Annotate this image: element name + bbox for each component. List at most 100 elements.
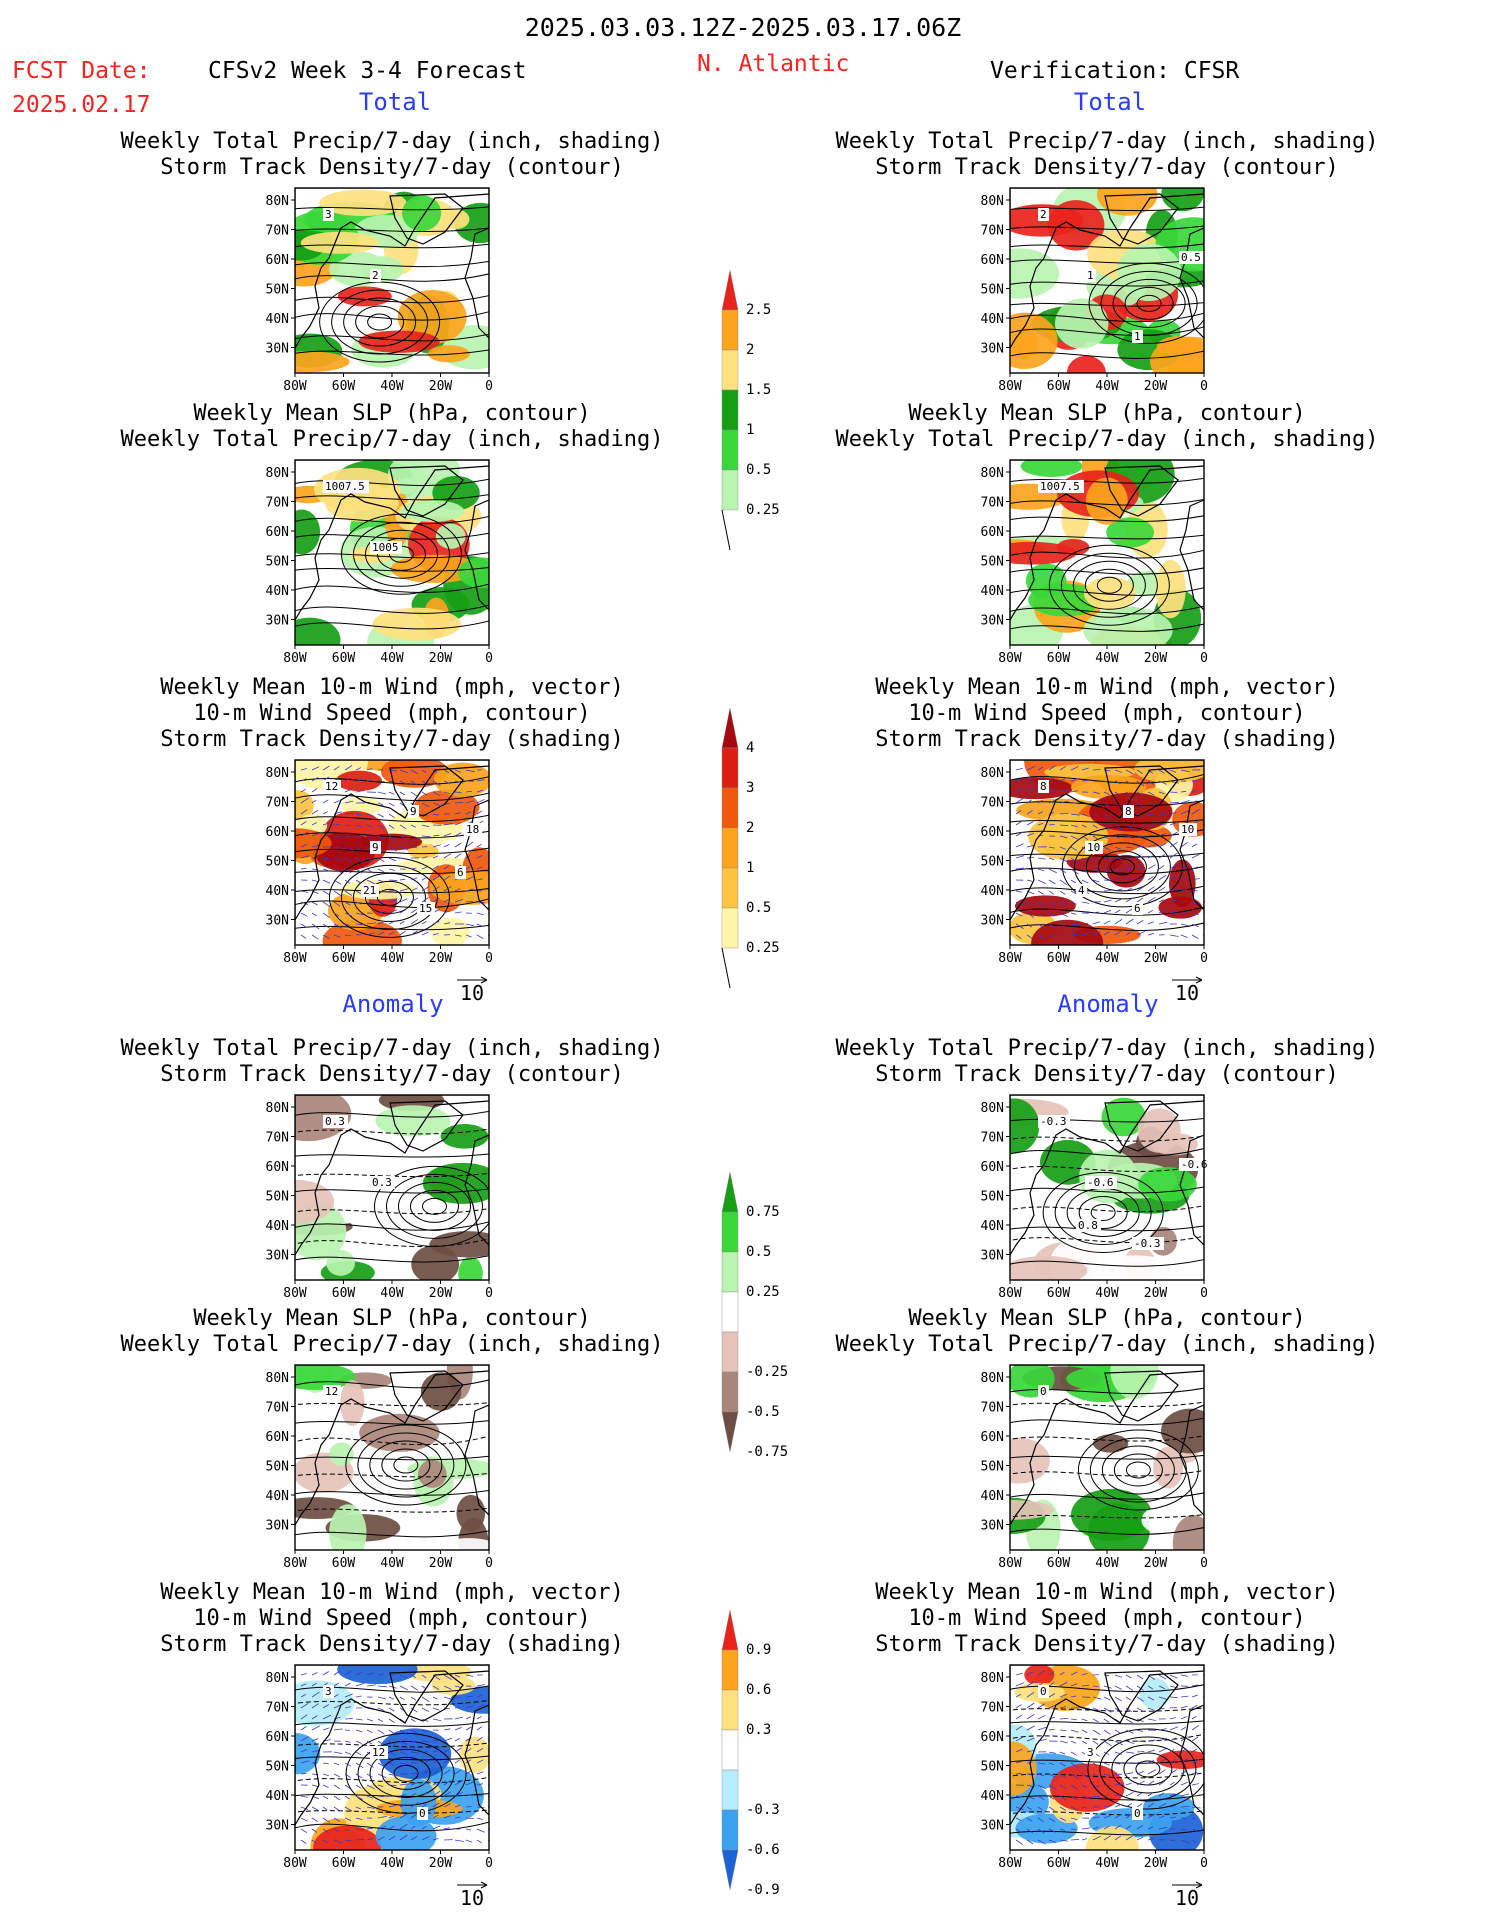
wind-vector — [1070, 1695, 1077, 1698]
wind-vector — [333, 1728, 343, 1731]
wind-vector — [1103, 1696, 1110, 1701]
wind-vector — [454, 780, 464, 784]
wind-vector — [355, 1839, 365, 1841]
contour-line — [1010, 1454, 1204, 1460]
region-label: N. Atlantic — [697, 51, 849, 77]
wind-vector — [1114, 918, 1123, 925]
contour-label-bg — [361, 884, 379, 897]
contour-ring — [1136, 294, 1162, 312]
wind-vector — [311, 1828, 318, 1833]
shading-cell — [360, 833, 423, 851]
wind-vector — [399, 909, 406, 914]
wind-vector — [476, 912, 484, 916]
wind-vector — [1037, 912, 1044, 917]
wind-vector — [1015, 1748, 1023, 1753]
wind-vector — [410, 1718, 416, 1722]
colorbar-segment — [721, 1649, 739, 1691]
contour-line — [295, 1793, 489, 1798]
wind-vector — [454, 1791, 464, 1797]
wind-vector — [443, 910, 450, 914]
wind-vector — [300, 1748, 308, 1753]
contour-label-bg — [417, 902, 435, 915]
contour-ring — [1096, 576, 1122, 594]
colorbar-label: 0.3 — [746, 1722, 771, 1738]
wind-vector — [476, 923, 483, 927]
wind-vector — [1125, 1803, 1133, 1808]
lat-tick-label: 50N — [981, 283, 1004, 298]
wind-vector — [1136, 886, 1145, 892]
lon-tick-label: 0 — [485, 379, 493, 394]
wind-vector — [454, 832, 462, 837]
wind-vector — [1103, 802, 1109, 806]
contour-line — [1010, 549, 1204, 559]
panel-title-line: Weekly Mean SLP (hPa, contour) — [193, 401, 590, 426]
shading-cell — [1010, 541, 1077, 565]
wind-vector — [377, 1836, 385, 1841]
wind-vector — [333, 857, 343, 862]
wind-vector — [300, 1828, 308, 1834]
wind-vector — [377, 1729, 385, 1735]
wind-vector — [1103, 1707, 1112, 1713]
wind-vector — [1136, 802, 1145, 808]
lon-tick-label: 20W — [429, 1856, 453, 1871]
contour-label: 21 — [363, 884, 376, 897]
wind-vector — [1114, 1729, 1121, 1734]
wind-vector — [333, 868, 342, 874]
wind-vector — [1169, 934, 1179, 937]
wind-vector — [1103, 1674, 1110, 1677]
wind-vector — [377, 857, 385, 862]
colorbar-segment — [721, 1291, 739, 1333]
contour-ring — [357, 1740, 455, 1806]
wind-vector — [1048, 857, 1055, 861]
contour-ring — [1113, 1453, 1163, 1487]
wind-vector — [465, 1695, 473, 1698]
wind-vector — [1180, 1805, 1190, 1808]
wind-vector — [388, 1762, 395, 1766]
wind-vector — [311, 879, 319, 882]
wind-vector — [1092, 1816, 1100, 1819]
wind-vector — [1015, 923, 1024, 930]
wind-vector — [366, 1740, 373, 1745]
wind-vector — [333, 846, 342, 849]
shading-cell — [435, 523, 466, 549]
wind-vector — [1191, 1684, 1198, 1687]
lon-tick-label: 20W — [1144, 1286, 1168, 1301]
wind-vector — [410, 1729, 417, 1733]
wind-vector — [1103, 1718, 1110, 1723]
colorbar-segment — [721, 1371, 739, 1413]
wind-vector — [432, 933, 439, 936]
wind-vector — [1114, 1740, 1124, 1746]
wind-vector — [1037, 1795, 1045, 1800]
wind-vector — [465, 888, 474, 892]
wind-vector — [1103, 780, 1111, 784]
wind-vector — [1081, 1806, 1088, 1809]
wind-vector — [1147, 876, 1154, 881]
wind-vector — [1191, 1759, 1200, 1764]
panel-title-line: Weekly Total Precip/7-day (inch, shading… — [835, 427, 1378, 452]
wind-vector — [1125, 846, 1133, 849]
colorbar-segment — [721, 1171, 739, 1213]
wind-vector — [432, 1802, 440, 1808]
wind-vector — [443, 833, 452, 837]
wind-vector — [1015, 1736, 1023, 1742]
contour-line — [295, 1472, 489, 1478]
wind-vector — [1169, 863, 1178, 870]
wind-vector — [300, 1772, 307, 1775]
contour-label: -0.3 — [1134, 1237, 1161, 1250]
lon-tick-label: 60W — [1047, 379, 1071, 394]
wind-vector — [1191, 1736, 1199, 1742]
wind-vector — [1136, 846, 1145, 848]
wind-vector — [311, 766, 320, 771]
wind-vector — [1125, 897, 1133, 903]
wind-vector — [388, 1773, 398, 1777]
wind-vector — [1147, 1813, 1156, 1819]
wind-vector — [355, 868, 363, 874]
wind-vector — [366, 768, 373, 771]
wind-vector — [1158, 1780, 1165, 1786]
map-panel-p9: Weekly Mean 10-m Wind (mph, vector)10-m … — [875, 675, 1339, 1005]
wind-vector — [377, 1795, 384, 1798]
map-panel-p6: Weekly Mean 10-m Wind (mph, vector)10-m … — [160, 1580, 624, 1910]
shading-cell — [1010, 1741, 1037, 1796]
wind-vector — [1114, 888, 1123, 892]
map-panel-p8: Weekly Mean SLP (hPa, contour)Weekly Tot… — [835, 401, 1378, 666]
